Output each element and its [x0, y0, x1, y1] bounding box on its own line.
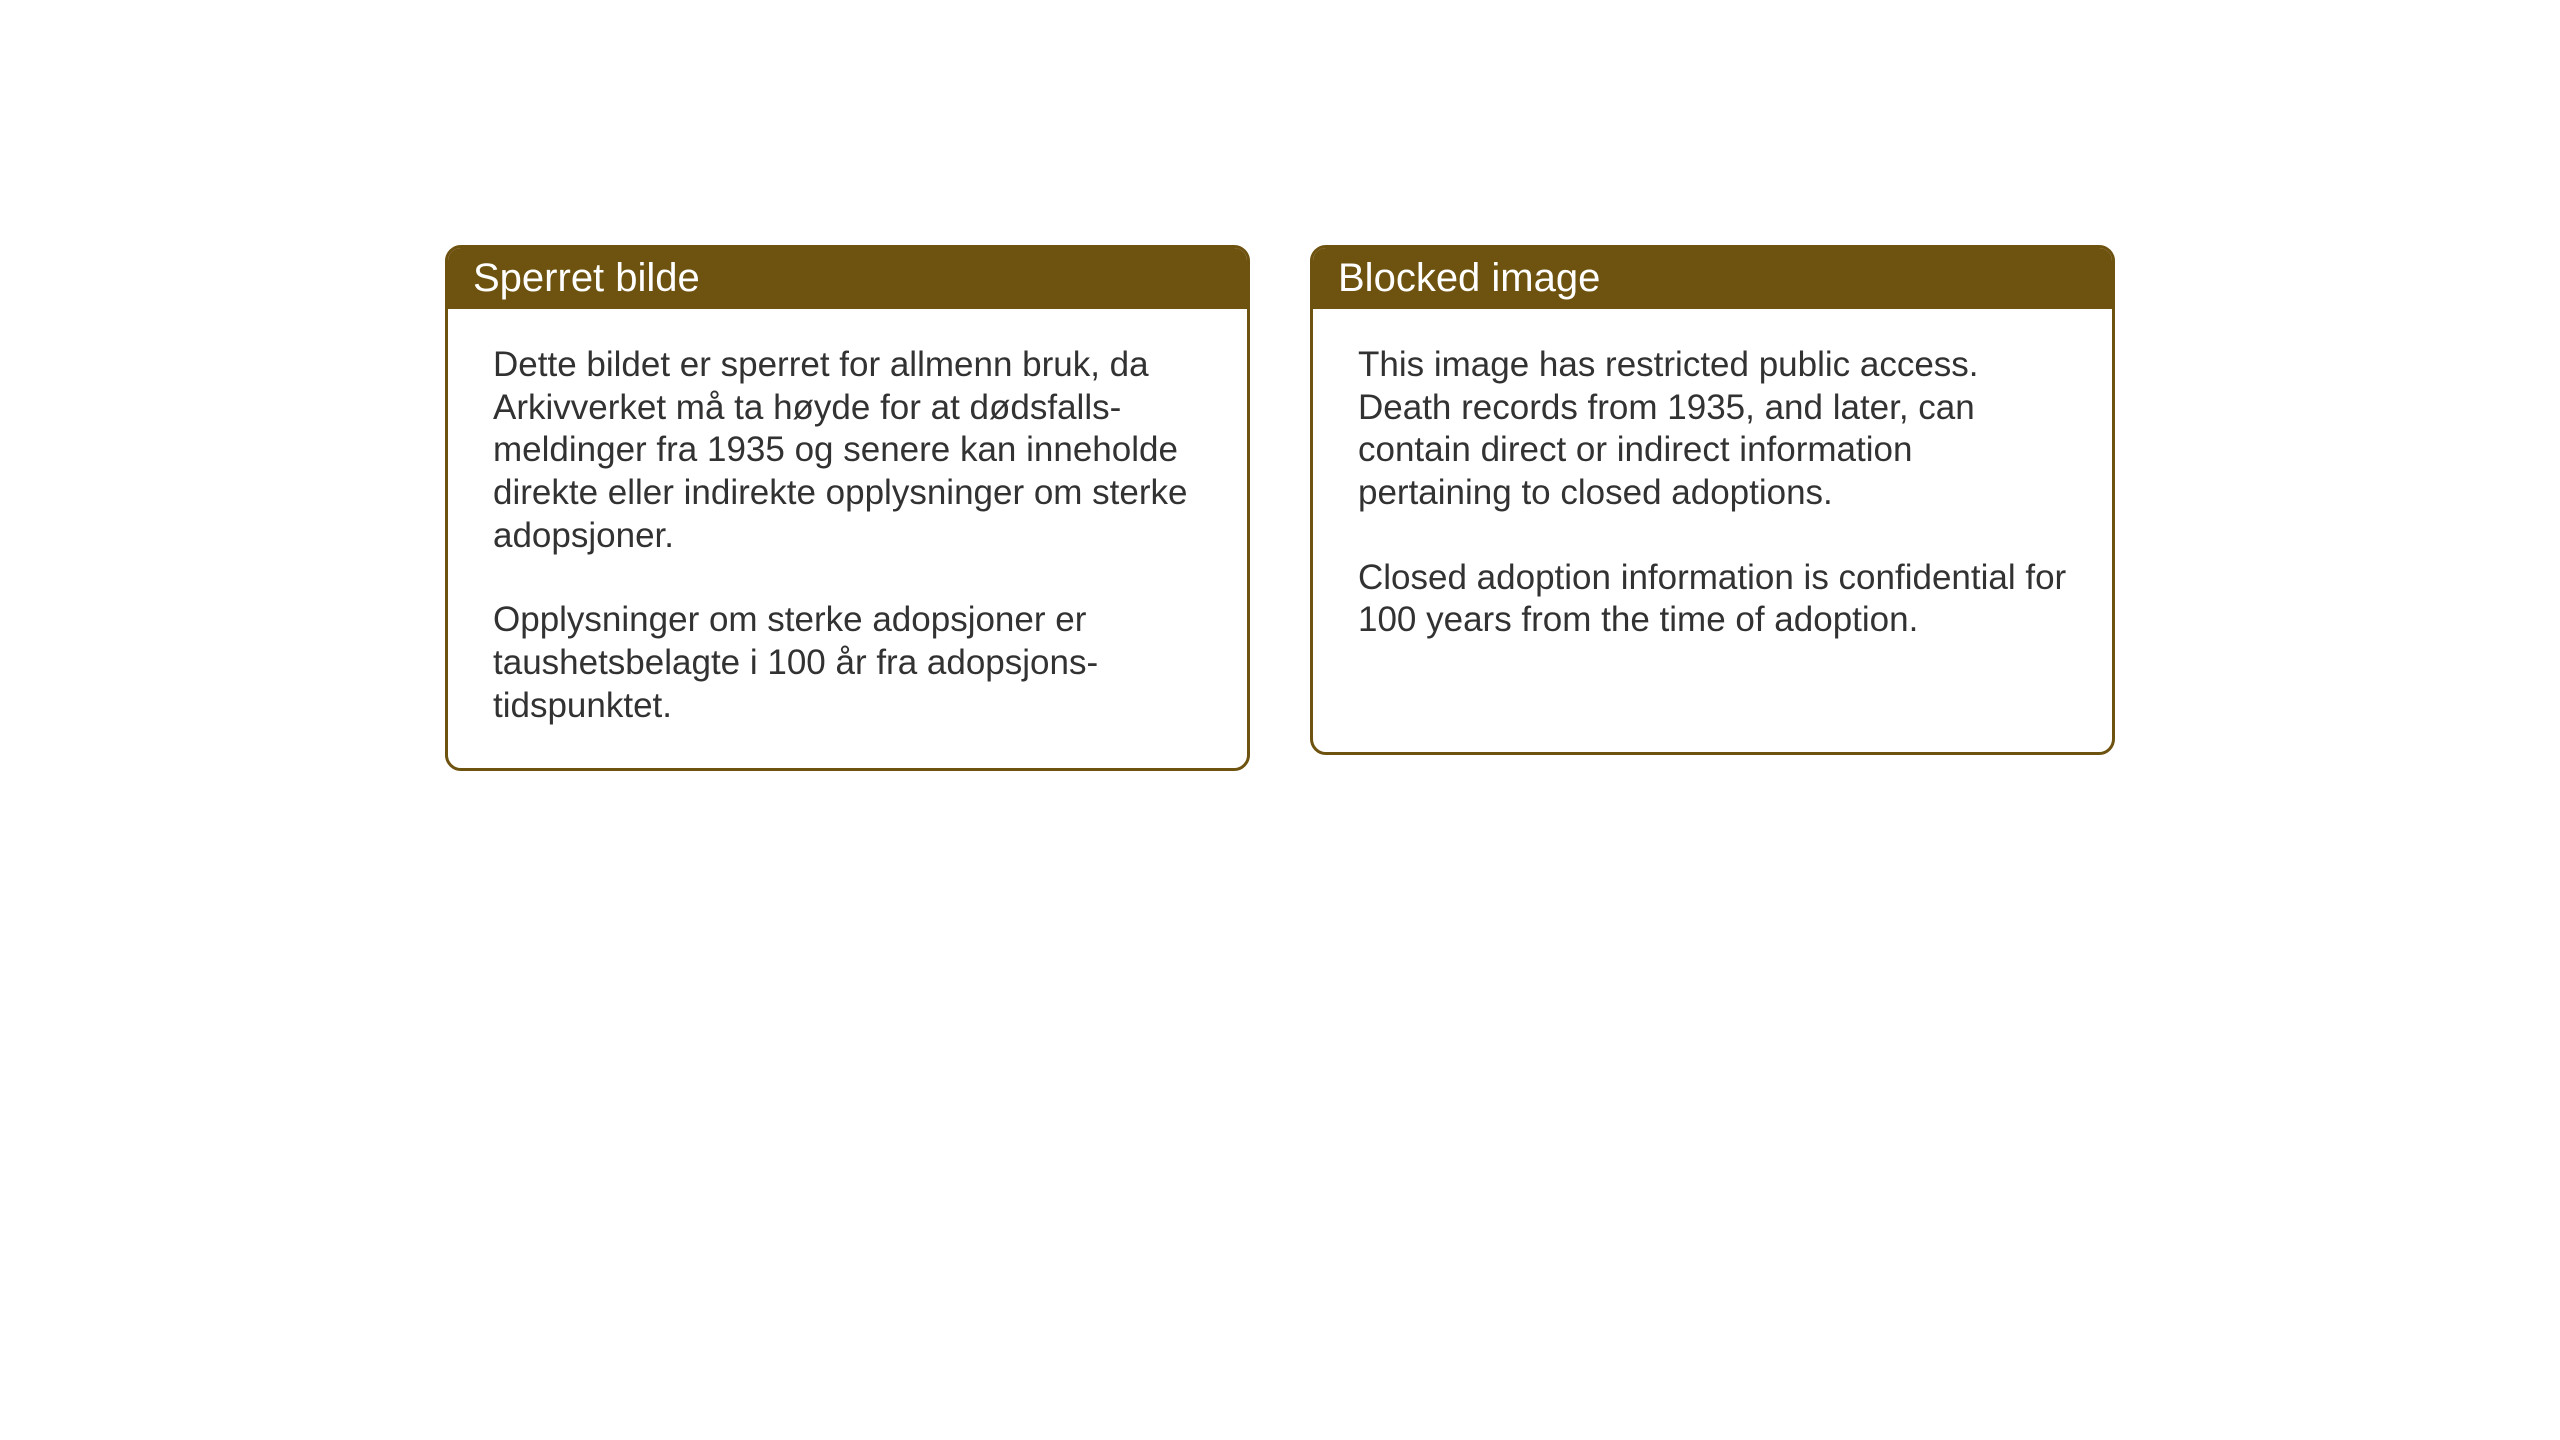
norwegian-paragraph-2: Opplysninger om sterke adopsjoner er tau…: [493, 599, 1202, 727]
english-notice-card: Blocked image This image has restricted …: [1310, 245, 2115, 755]
english-card-title: Blocked image: [1313, 248, 2112, 309]
english-paragraph-1: This image has restricted public access.…: [1358, 344, 2067, 515]
norwegian-paragraph-1: Dette bildet er sperret for allmenn bruk…: [493, 344, 1202, 557]
norwegian-card-title: Sperret bilde: [448, 248, 1247, 309]
norwegian-notice-card: Sperret bilde Dette bildet er sperret fo…: [445, 245, 1250, 771]
english-card-body: This image has restricted public access.…: [1313, 309, 2112, 682]
norwegian-card-body: Dette bildet er sperret for allmenn bruk…: [448, 309, 1247, 768]
notice-cards-container: Sperret bilde Dette bildet er sperret fo…: [445, 245, 2115, 771]
english-paragraph-2: Closed adoption information is confident…: [1358, 557, 2067, 642]
